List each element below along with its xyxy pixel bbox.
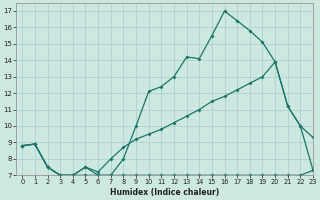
X-axis label: Humidex (Indice chaleur): Humidex (Indice chaleur)	[110, 188, 219, 197]
